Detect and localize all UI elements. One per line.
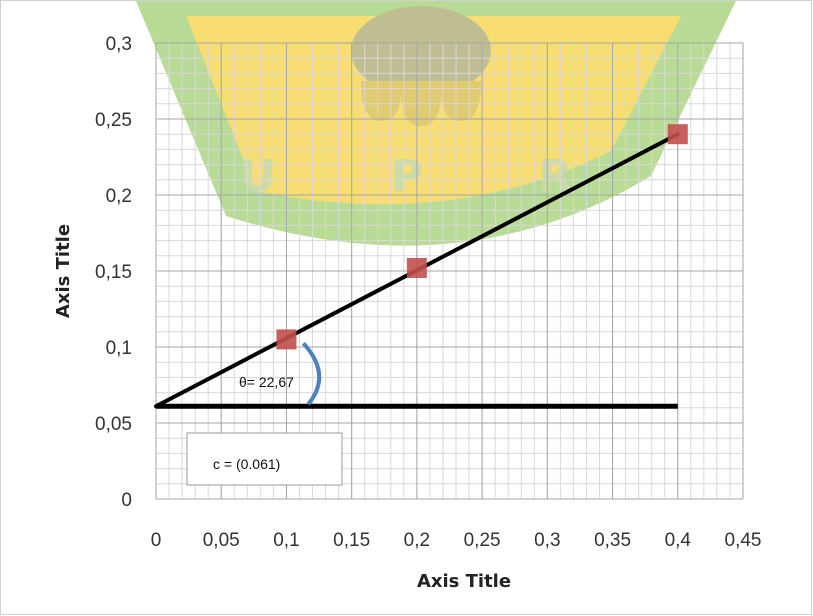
logo-watermark-text: U P R	[240, 151, 623, 202]
intercept-annotation-box	[186, 432, 343, 486]
x-tick-label: 0,45	[725, 530, 762, 551]
major-grid	[155, 42, 744, 500]
x-tick-label: 0,15	[333, 530, 370, 551]
data-point-marker	[406, 257, 427, 278]
data-point-marker	[667, 124, 688, 145]
x-tick-label: 0,4	[665, 530, 692, 551]
theta-annotation: θ= 22,67	[239, 374, 294, 390]
x-tick-label: 0,35	[594, 530, 631, 551]
y-tick-label: 0	[121, 490, 132, 511]
intercept-annotation: c = (0.061)	[213, 456, 280, 472]
y-tick-label: 0,15	[95, 262, 132, 283]
data-point-marker	[276, 329, 297, 350]
x-tick-label: 0,3	[534, 530, 560, 551]
x-tick-label: 0,1	[273, 530, 299, 551]
annotations: θ= 22,67 c = (0.061)	[186, 342, 343, 486]
x-axis-title: Axis Title	[417, 571, 511, 592]
x-tick-label: 0,25	[464, 530, 501, 551]
y-tick-label: 0,3	[106, 34, 132, 55]
x-tick-label: 0,05	[203, 530, 240, 551]
x-tick-labels: 0 0,05 0,1 0,15 0,2 0,25 0,3 0,35 0,4 0,45	[151, 530, 762, 551]
x-tick-label: 0	[151, 530, 162, 551]
x-tick-label: 0,2	[404, 530, 430, 551]
angle-arc	[301, 342, 322, 406]
university-logo-watermark: U P R	[136, 1, 736, 246]
y-tick-label: 0,05	[95, 414, 132, 435]
y-tick-labels: 0 0,05 0,1 0,15 0,2 0,25 0,3	[95, 34, 132, 511]
y-tick-label: 0,1	[106, 338, 132, 359]
data-markers	[276, 124, 688, 350]
y-tick-label: 0,2	[106, 186, 132, 207]
y-axis-title: Axis Title	[53, 224, 74, 318]
y-tick-label: 0,25	[95, 110, 132, 131]
